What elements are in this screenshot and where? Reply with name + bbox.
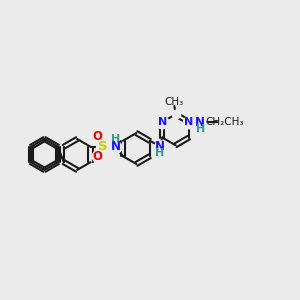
Text: O: O bbox=[93, 130, 103, 143]
Text: N: N bbox=[155, 140, 165, 153]
Text: CH₃: CH₃ bbox=[164, 97, 183, 107]
Text: N: N bbox=[110, 140, 121, 153]
Text: H: H bbox=[154, 148, 164, 158]
Text: S: S bbox=[98, 140, 108, 153]
Text: N: N bbox=[184, 117, 194, 127]
Text: H: H bbox=[111, 134, 121, 144]
Text: CH₂CH₃: CH₂CH₃ bbox=[206, 117, 244, 127]
Text: N: N bbox=[158, 117, 167, 127]
Text: O: O bbox=[93, 150, 103, 163]
Text: H: H bbox=[196, 124, 205, 134]
Text: N: N bbox=[195, 116, 205, 129]
